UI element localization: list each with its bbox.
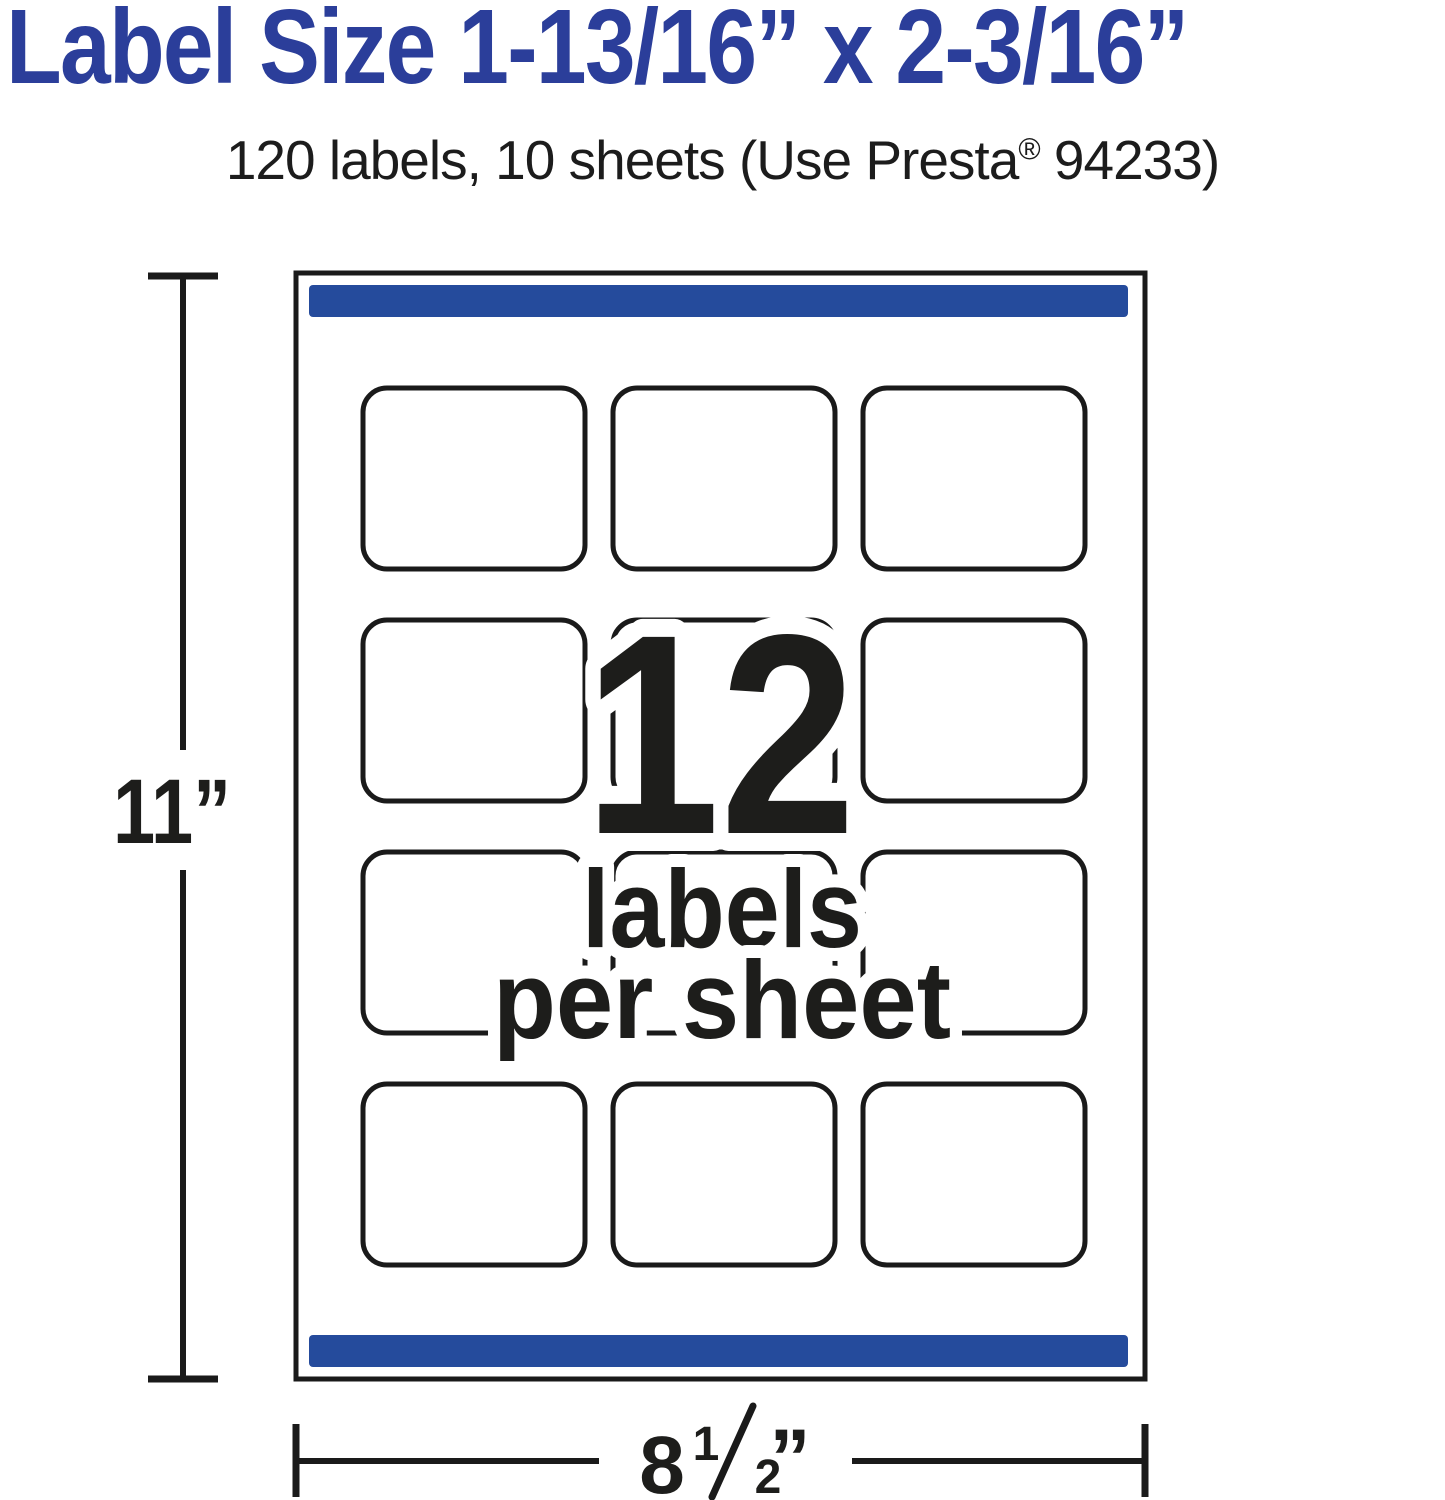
page-title: Label Size 1-13/16” x 2-3/16”: [6, 0, 1380, 100]
width-dimension-numerator: 1: [693, 1418, 720, 1471]
labels-count: 12: [584, 576, 856, 894]
width-dimension-denominator: 2: [755, 1451, 782, 1500]
label-cell: [860, 849, 1088, 1036]
label-cell: [360, 849, 588, 1036]
label-cell: [360, 1081, 588, 1268]
width-dimension: 8 1 2 ”: [292, 1402, 1149, 1500]
label-cell: [610, 849, 838, 1036]
label-cell: [610, 617, 838, 804]
label-cell: [360, 385, 588, 572]
label-cell: [610, 385, 838, 572]
label-grid: [360, 385, 1088, 1268]
label-cell: [860, 1081, 1088, 1268]
labels-word: labels: [582, 848, 862, 971]
sheet-bottom-bar: [309, 1335, 1128, 1367]
width-dimension-fraction-slash: [708, 1402, 757, 1500]
sheet-top-bar: [309, 285, 1128, 317]
width-dimension-whole: 8: [639, 1420, 685, 1500]
label-cell: [360, 617, 588, 804]
page-title-text: Label Size 1-13/16” x 2-3/16”: [6, 0, 1189, 106]
label-cell: [860, 385, 1088, 572]
label-cell: [860, 617, 1088, 804]
subtitle-suffix: 94233): [1039, 129, 1220, 191]
height-dimension: 11”: [113, 272, 231, 1383]
per-sheet-text: per sheet: [493, 939, 951, 1062]
registered-trademark-symbol: ®: [1018, 133, 1040, 167]
height-dimension-label: 11”: [113, 761, 231, 863]
subtitle: 120 labels, 10 sheets (Use Presta® 94233…: [0, 128, 1445, 192]
subtitle-prefix: 120 labels, 10 sheets (Use Presta: [225, 129, 1019, 191]
label-cell: [610, 1081, 838, 1268]
width-dimension-unit: ”: [770, 1413, 811, 1500]
